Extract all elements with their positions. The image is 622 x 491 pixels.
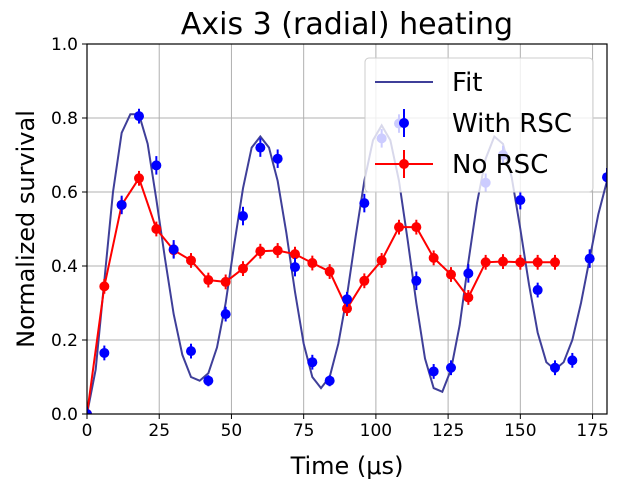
- y-tick-label: 0.8: [51, 109, 78, 129]
- data-point: [238, 263, 248, 274]
- data-point: [134, 111, 144, 122]
- x-tick-label: 75: [293, 421, 315, 441]
- x-tick-label: 150: [504, 421, 536, 441]
- y-axis-label: Normalized survival: [12, 110, 40, 348]
- data-point: [532, 285, 543, 296]
- x-tick-label: 125: [432, 421, 464, 441]
- data-point: [550, 362, 560, 373]
- x-axis-label: Time (μs): [290, 452, 404, 480]
- x-tick-label: 50: [221, 421, 243, 441]
- data-point: [324, 375, 335, 386]
- data-point: [238, 211, 248, 222]
- y-tick-label: 0.0: [51, 405, 78, 425]
- data-point: [446, 362, 456, 373]
- data-point: [272, 153, 283, 164]
- data-point: [463, 268, 474, 279]
- y-ticks: 0.0 0.2 0.4 0.6 0.8 1.0: [51, 35, 87, 425]
- data-point: [394, 222, 404, 233]
- data-point: [359, 275, 370, 286]
- axes-frame: [86, 43, 608, 415]
- data-point: [498, 256, 508, 267]
- data-point: [99, 281, 110, 292]
- legend-label: Fit: [452, 68, 482, 98]
- x-tick-label: 0: [82, 421, 93, 441]
- data-point: [255, 246, 266, 257]
- y-tick-label: 0.2: [51, 331, 78, 351]
- data-point: [220, 309, 231, 320]
- data-point: [342, 294, 352, 305]
- x-tick-label: 25: [148, 421, 170, 441]
- data-point: [272, 245, 283, 256]
- data-point: [428, 252, 439, 263]
- data-point: [584, 253, 595, 264]
- data-point: [550, 257, 560, 268]
- data-point: [515, 257, 526, 268]
- data-point: [324, 266, 335, 277]
- legend-swatch-marker: [399, 118, 409, 128]
- legend: Fit With RSC No RSC: [364, 57, 594, 193]
- x-tick-label: 175: [576, 421, 608, 441]
- data-point: [567, 355, 578, 366]
- data-point: [342, 303, 352, 314]
- legend-box: [364, 57, 594, 193]
- data-point: [168, 244, 179, 255]
- data-point: [307, 357, 318, 368]
- data-point: [99, 347, 110, 358]
- data-point: [134, 173, 144, 184]
- legend-entry: With RSC: [399, 109, 572, 139]
- data-point: [359, 198, 370, 209]
- data-point: [151, 224, 162, 234]
- data-point: [376, 255, 387, 266]
- legend-label: No RSC: [452, 150, 548, 180]
- legend-swatch-marker: [399, 159, 409, 169]
- data-point: [532, 257, 543, 268]
- data-point: [290, 249, 300, 260]
- data-point: [480, 257, 491, 268]
- data-point: [151, 160, 162, 171]
- data-point: [87, 409, 92, 414]
- data-point: [186, 255, 196, 266]
- data-point: [220, 276, 231, 287]
- data-point: [602, 172, 607, 183]
- data-point: [203, 375, 214, 386]
- chart-title: Axis 3 (radial) heating: [181, 7, 513, 42]
- series-no-rsc: [87, 170, 560, 414]
- data-point: [290, 262, 300, 273]
- data-point: [203, 275, 214, 286]
- y-tick-label: 1.0: [51, 35, 78, 55]
- y-tick-label: 0.6: [51, 183, 78, 203]
- y-tick-label: 0.4: [51, 257, 78, 277]
- legend-entry: Fit: [375, 68, 482, 98]
- series-line: [87, 176, 555, 414]
- data-point: [186, 346, 196, 357]
- legend-label: With RSC: [452, 109, 572, 139]
- data-point: [463, 292, 474, 303]
- data-point: [515, 195, 526, 206]
- x-tick-label: 100: [360, 421, 392, 441]
- x-ticks: 0 25 50 75 100 125 150 175: [82, 414, 609, 441]
- data-point: [307, 258, 318, 269]
- data-point: [411, 222, 422, 233]
- data-point: [446, 269, 456, 280]
- data-point: [116, 199, 127, 210]
- legend-entry: No RSC: [375, 150, 548, 180]
- data-point: [255, 142, 266, 153]
- data-point: [428, 366, 439, 377]
- data-point: [411, 275, 422, 286]
